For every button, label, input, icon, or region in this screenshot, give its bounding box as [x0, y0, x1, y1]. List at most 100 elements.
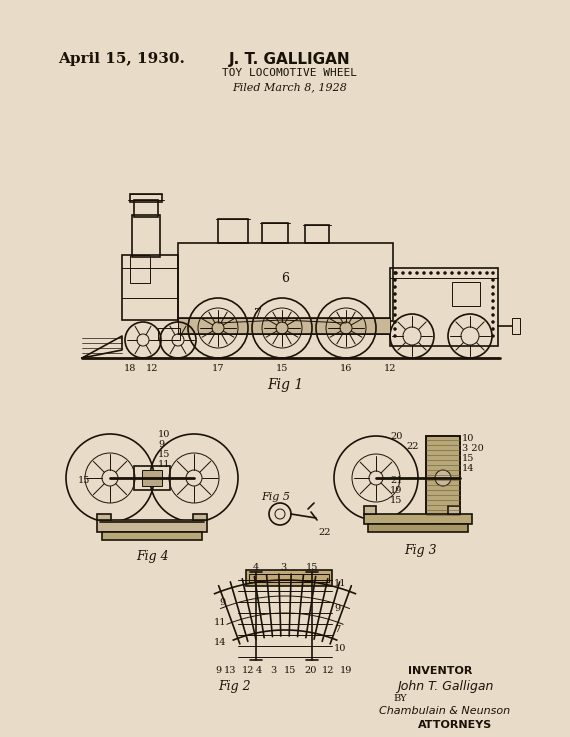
- Bar: [193, 514, 207, 520]
- Text: 4: 4: [256, 666, 262, 675]
- Circle shape: [491, 293, 495, 296]
- Text: 20: 20: [390, 432, 402, 441]
- Circle shape: [491, 271, 495, 274]
- Text: 9: 9: [215, 666, 221, 675]
- Text: John T. Galligan: John T. Galligan: [397, 680, 493, 693]
- Text: 15: 15: [390, 496, 402, 505]
- Text: 7: 7: [254, 308, 262, 321]
- Circle shape: [430, 271, 433, 274]
- Circle shape: [416, 271, 418, 274]
- Circle shape: [491, 321, 495, 324]
- Text: 14: 14: [462, 464, 474, 473]
- Text: 10: 10: [462, 434, 474, 443]
- Text: 21: 21: [390, 476, 402, 485]
- Circle shape: [393, 271, 397, 274]
- Text: Chambulain & Neunson: Chambulain & Neunson: [380, 706, 511, 716]
- Circle shape: [443, 271, 446, 274]
- Bar: [158, 328, 180, 340]
- Bar: [134, 200, 158, 217]
- Bar: [218, 219, 248, 243]
- Circle shape: [486, 271, 488, 274]
- Circle shape: [393, 335, 397, 338]
- Text: 15: 15: [462, 454, 474, 463]
- Text: 11: 11: [214, 618, 226, 627]
- Text: 13: 13: [224, 666, 237, 675]
- Circle shape: [491, 285, 495, 288]
- Circle shape: [491, 299, 495, 302]
- Text: 15: 15: [158, 450, 170, 459]
- Circle shape: [393, 307, 397, 310]
- Circle shape: [478, 271, 482, 274]
- Circle shape: [435, 470, 451, 486]
- Bar: [178, 318, 390, 334]
- Bar: [132, 215, 160, 257]
- Bar: [130, 194, 162, 202]
- Circle shape: [437, 271, 439, 274]
- Circle shape: [458, 271, 461, 274]
- Text: 15: 15: [306, 563, 318, 572]
- Text: 16: 16: [340, 364, 352, 373]
- Circle shape: [465, 271, 467, 274]
- Circle shape: [393, 327, 397, 330]
- Circle shape: [393, 279, 397, 282]
- Text: ATTORNEYS: ATTORNEYS: [418, 720, 492, 730]
- Bar: [390, 268, 498, 346]
- Text: 3: 3: [270, 666, 276, 675]
- Circle shape: [393, 285, 397, 288]
- Text: 15: 15: [78, 476, 90, 485]
- Text: 22: 22: [406, 442, 418, 451]
- Text: 19: 19: [390, 486, 402, 495]
- Text: 9: 9: [334, 604, 340, 613]
- Circle shape: [393, 313, 397, 316]
- Bar: [426, 436, 460, 520]
- Text: 10: 10: [158, 430, 170, 439]
- Circle shape: [393, 293, 397, 296]
- Bar: [305, 225, 329, 243]
- Circle shape: [393, 299, 397, 302]
- Bar: [97, 514, 111, 520]
- Text: 12: 12: [384, 364, 396, 373]
- Text: 9: 9: [158, 440, 164, 449]
- Text: 12: 12: [322, 666, 335, 675]
- Bar: [178, 243, 393, 321]
- Text: 3 20: 3 20: [462, 444, 484, 453]
- Text: 20: 20: [304, 666, 316, 675]
- Text: April 15, 1930.: April 15, 1930.: [58, 52, 185, 66]
- Bar: [512, 318, 520, 334]
- Circle shape: [394, 271, 397, 274]
- Text: 15: 15: [284, 666, 296, 675]
- Text: J. T. GALLIGAN: J. T. GALLIGAN: [229, 52, 351, 67]
- Bar: [452, 282, 480, 306]
- Text: Fig 4: Fig 4: [136, 550, 168, 563]
- Bar: [262, 223, 288, 243]
- Circle shape: [471, 271, 474, 274]
- Text: Fig 3: Fig 3: [404, 544, 436, 557]
- Text: 3: 3: [280, 563, 286, 572]
- Bar: [364, 506, 376, 514]
- Circle shape: [491, 279, 495, 282]
- Text: Fig 5: Fig 5: [262, 492, 291, 502]
- Text: 14: 14: [214, 638, 226, 647]
- Text: 6: 6: [281, 272, 289, 285]
- Circle shape: [491, 327, 495, 330]
- Text: 7: 7: [334, 625, 340, 634]
- Circle shape: [401, 271, 405, 274]
- Bar: [134, 466, 170, 490]
- Text: INVENTOR: INVENTOR: [408, 666, 472, 676]
- Circle shape: [491, 335, 495, 338]
- Bar: [102, 532, 202, 540]
- Bar: [368, 524, 468, 532]
- Bar: [130, 255, 150, 283]
- Bar: [448, 506, 460, 514]
- Bar: [142, 470, 162, 486]
- Text: TOY LOCOMOTIVE WHEEL: TOY LOCOMOTIVE WHEEL: [222, 68, 357, 78]
- Text: Filed March 8, 1928: Filed March 8, 1928: [233, 82, 348, 92]
- Text: 22: 22: [318, 528, 331, 537]
- Text: 10: 10: [334, 644, 347, 653]
- Text: 18: 18: [124, 364, 136, 373]
- Text: 12: 12: [242, 666, 254, 675]
- Circle shape: [409, 271, 412, 274]
- Circle shape: [491, 307, 495, 310]
- Text: BY: BY: [393, 694, 407, 703]
- Text: 9: 9: [220, 598, 226, 607]
